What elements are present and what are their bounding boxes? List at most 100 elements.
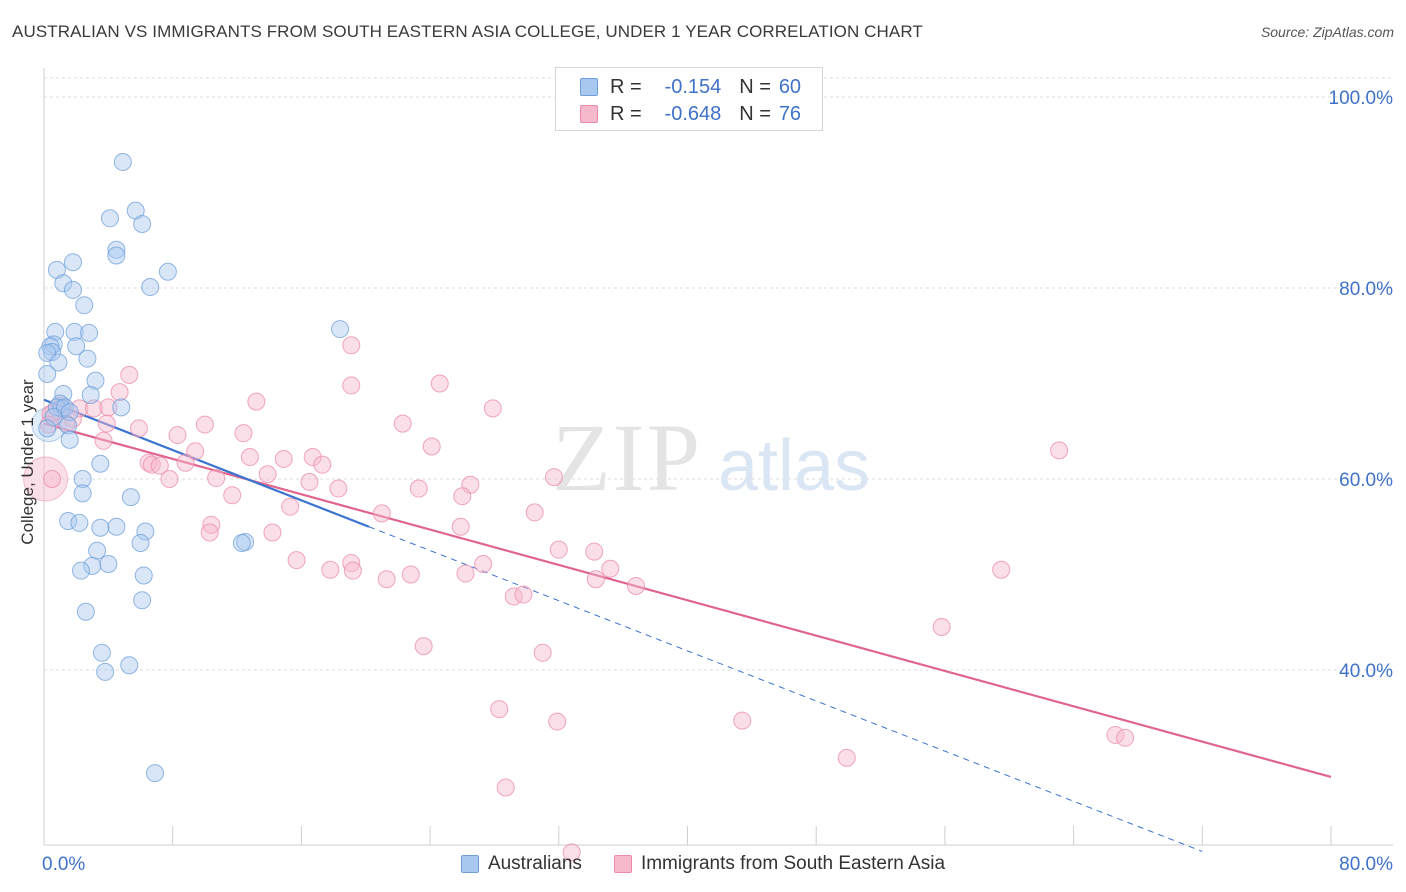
labels-layer: 40.0% 60.0% 80.0% 100.0% 0.0% 80.0% <box>42 88 1393 875</box>
point-immigrants <box>150 456 169 475</box>
point-australians <box>112 398 131 417</box>
legend-r-value: -0.648 <box>664 102 722 125</box>
legend-n-value: 60 <box>778 75 802 98</box>
point-australians <box>92 643 111 662</box>
point-immigrants <box>627 576 646 595</box>
point-immigrants <box>258 465 277 484</box>
point-immigrants <box>207 469 226 488</box>
point-immigrants <box>186 442 205 461</box>
point-australians <box>73 484 92 503</box>
point-australians <box>99 554 118 573</box>
legend-n-label: N = <box>739 75 771 98</box>
point-immigrants <box>585 542 604 561</box>
point-australians <box>73 470 92 488</box>
point-australians <box>91 518 110 537</box>
point-australians <box>67 337 86 356</box>
point-immigrants <box>409 479 428 498</box>
point-australians <box>65 322 84 341</box>
point-immigrants <box>234 424 253 443</box>
point-immigrants <box>401 565 420 584</box>
point-australians <box>78 349 97 368</box>
point-australians <box>107 246 126 265</box>
point-immigrants <box>1050 441 1069 460</box>
point-immigrants <box>342 376 361 395</box>
point-immigrants <box>456 564 475 583</box>
series-legend: Australians Immigrants from South Easter… <box>0 852 1406 876</box>
legend-row-australians: R = -0.154 N = 60 <box>580 74 809 100</box>
legend-label-immigrants: Immigrants from South Eastern Asia <box>640 853 946 874</box>
point-australians <box>44 407 63 426</box>
point-australians <box>131 533 150 552</box>
point-immigrants <box>202 515 221 534</box>
point-immigrants <box>342 554 361 573</box>
point-immigrants <box>70 399 89 418</box>
legend-swatch-blue <box>580 78 598 96</box>
point-immigrants <box>548 712 567 731</box>
point-immigrants <box>525 503 544 522</box>
point-immigrants <box>200 523 219 542</box>
point-australians <box>83 556 102 575</box>
point-immigrants <box>601 559 620 578</box>
y-axis-title: College, Under 1 year <box>18 379 37 545</box>
point-australians <box>88 541 107 560</box>
point-australians <box>232 533 251 552</box>
point-australians <box>38 364 57 383</box>
points-layer <box>23 152 1135 862</box>
point-australians <box>136 522 155 541</box>
point-immigrants <box>453 487 472 506</box>
legend-r-label: R = <box>610 102 642 125</box>
point-australians <box>120 656 139 675</box>
point-immigrants <box>474 554 493 573</box>
legend-item-immigrants: Immigrants from South Eastern Asia <box>613 853 946 875</box>
point-australians <box>59 416 78 435</box>
point-australians <box>133 591 152 610</box>
point-australians <box>81 385 100 404</box>
point-immigrants <box>992 560 1011 579</box>
point-immigrants <box>562 843 581 862</box>
point-australians <box>141 278 160 297</box>
point-australians <box>80 323 99 342</box>
stats-legend: R = -0.154 N = 60 R = -0.648 N = 76 <box>555 67 823 131</box>
y-tick-label: 100.0% <box>1329 88 1394 109</box>
point-immigrants <box>321 560 340 579</box>
point-australians <box>38 419 57 438</box>
point-australians <box>100 209 119 228</box>
y-tick-label: 60.0% <box>1339 470 1393 491</box>
point-immigrants <box>451 517 470 536</box>
legend-n-label: N = <box>739 102 771 125</box>
point-immigrants <box>932 618 951 637</box>
point-immigrants <box>195 415 214 434</box>
point-immigrants <box>168 426 187 445</box>
point-immigrants <box>329 479 348 498</box>
point-immigrants <box>313 455 332 474</box>
point-immigrants <box>430 374 449 393</box>
point-immigrants <box>274 449 293 468</box>
point-immigrants <box>84 399 103 418</box>
watermark-zip: ZIP <box>552 404 702 511</box>
grid-layer <box>44 77 1393 671</box>
point-immigrants <box>247 392 266 411</box>
point-australians <box>59 512 78 531</box>
legend-row-immigrants: R = -0.648 N = 76 <box>580 101 809 127</box>
legend-swatch-pink <box>580 105 598 123</box>
point-australians <box>158 262 177 281</box>
point-australians <box>70 513 89 532</box>
point-australians <box>76 602 95 621</box>
point-australians <box>72 561 91 580</box>
point-australians <box>331 320 350 339</box>
point-immigrants <box>281 497 300 516</box>
point-immigrants <box>120 365 139 384</box>
point-immigrants <box>586 570 605 589</box>
point-immigrants <box>300 472 319 491</box>
point-immigrants <box>549 540 568 559</box>
point-immigrants <box>514 585 533 604</box>
x-tick-label: 0.0% <box>42 854 85 875</box>
point-immigrants <box>43 470 62 488</box>
point-australians <box>49 353 68 372</box>
point-australians <box>107 517 126 536</box>
point-australians <box>63 280 82 299</box>
point-immigrants-cluster <box>23 456 69 502</box>
point-immigrants <box>733 711 752 730</box>
point-immigrants <box>342 336 361 355</box>
point-immigrants <box>139 453 158 472</box>
